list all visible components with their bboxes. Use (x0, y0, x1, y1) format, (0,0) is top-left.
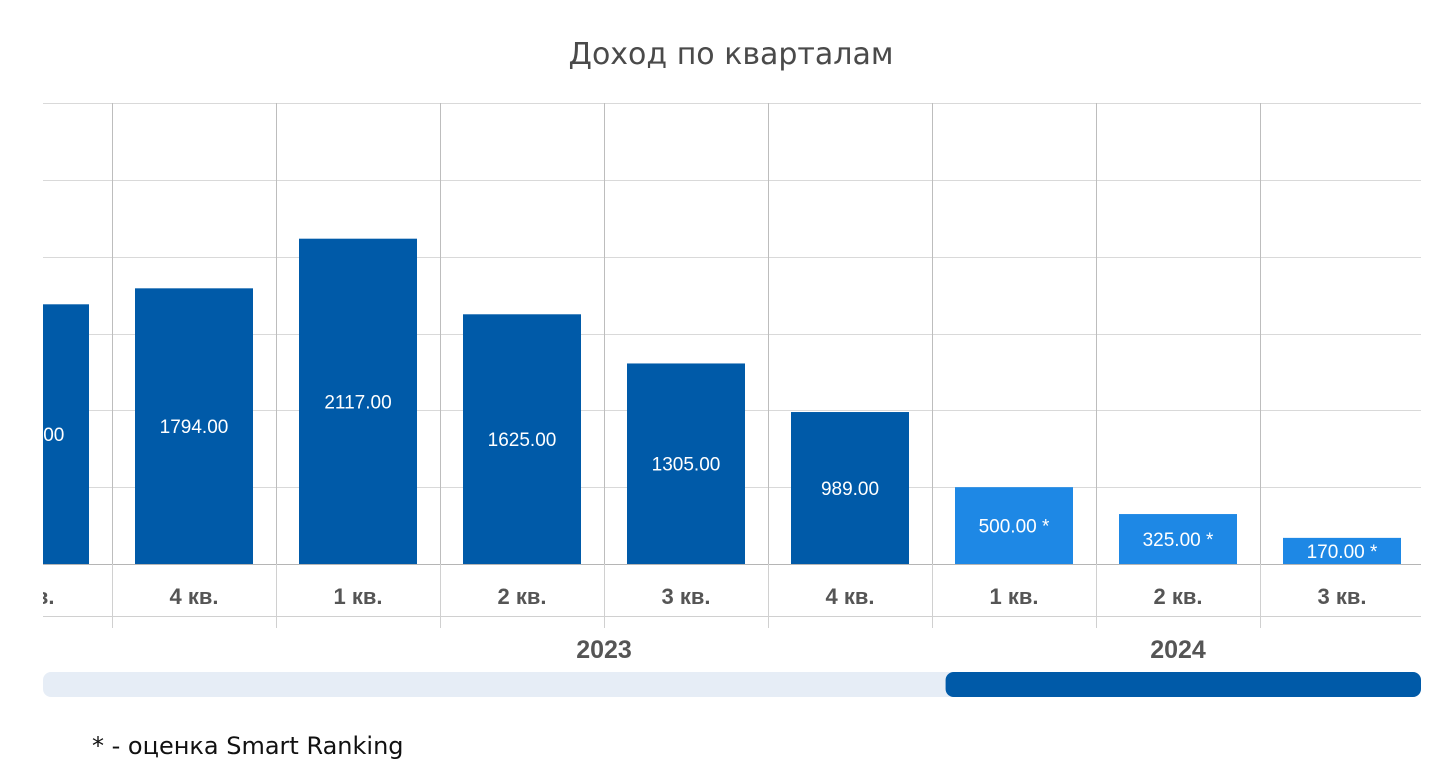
x-tick-label: 1 кв. (334, 584, 383, 609)
bar (43, 304, 89, 564)
bar-data-label: 500.00 * (979, 517, 1050, 538)
scrollbar-thumb[interactable] (945, 672, 1421, 697)
bar (135, 288, 253, 564)
bar-data-label: 2117.00 (324, 392, 391, 413)
range-scrollbar[interactable] (43, 672, 1421, 697)
bar (1283, 537, 1401, 564)
x-tick-label: 3 кв. (6, 584, 55, 609)
x-tick-label: 4 кв. (170, 584, 219, 609)
bar (791, 412, 909, 564)
year-group-label: 2023 (576, 636, 632, 664)
year-group-label: 2024 (1150, 636, 1206, 664)
bars (43, 238, 1401, 564)
x-tick-label: 4 кв. (826, 584, 875, 609)
x-tick-label: 1 кв. (990, 584, 1039, 609)
x-axis: 3 кв. 4 кв. 1 кв. 2 кв. 3 кв. 4 кв. 1 кв. 2 кв.… (6, 564, 1421, 664)
bar-data-label: 1690.00 (0, 425, 64, 446)
bar-data-label: 989.00 (821, 479, 879, 500)
bar-labels: 1690.00 1794.00 2117.00 1625.00 1305.00 989.0… (0, 392, 1378, 563)
bar (955, 487, 1073, 564)
footnote: * - оценка Smart Ranking (92, 732, 404, 760)
x-tick-label: 2 кв. (498, 584, 547, 609)
bar (1119, 514, 1237, 564)
bar-data-label: 1305.00 (652, 455, 721, 476)
chart-title: Доход по кварталам (569, 37, 894, 72)
bar-data-label: 1794.00 (160, 417, 229, 438)
bar-data-label: 1625.00 (488, 430, 557, 451)
x-tick-label: 2 кв. (1154, 584, 1203, 609)
bar (627, 363, 745, 564)
x-tick-label: 3 кв. (1318, 584, 1367, 609)
bar (299, 238, 417, 564)
bar-data-label: 170.00 * (1307, 542, 1378, 563)
bar-data-label: 325.00 * (1143, 530, 1214, 551)
x-tick-label: 3 кв. (662, 584, 711, 609)
bar (463, 314, 581, 564)
